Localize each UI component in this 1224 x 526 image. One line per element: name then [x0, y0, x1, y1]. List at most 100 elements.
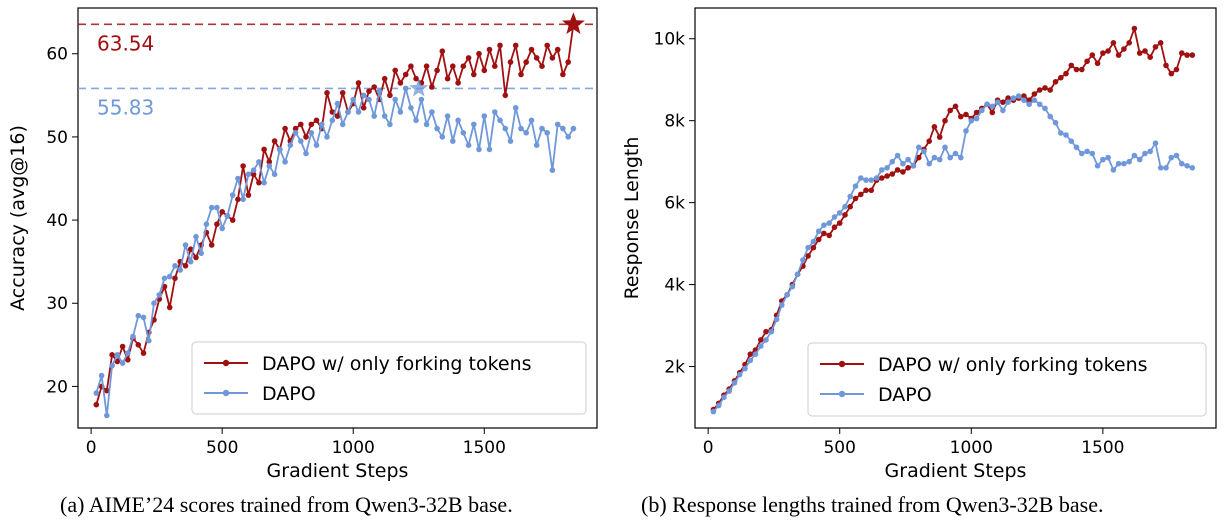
data-point: [392, 96, 399, 103]
data-point: [492, 63, 498, 69]
data-point: [858, 191, 864, 198]
chart-a: 0 500 1000 1500 20 30 40 50 60 Gradient Steps Accu…: [7, 7, 598, 482]
data-point: [1115, 52, 1122, 58]
data-point: [319, 121, 325, 128]
data-point: [989, 109, 996, 116]
data-point: [497, 117, 503, 124]
data-point: [245, 171, 252, 178]
data-point: [984, 101, 990, 108]
data-point: [114, 358, 121, 365]
data-point: [554, 121, 561, 128]
data-point: [135, 312, 142, 319]
data-point: [789, 283, 796, 290]
data-point: [1000, 99, 1006, 105]
data-point: [235, 196, 241, 203]
data-point: [146, 337, 152, 344]
data-point: [544, 42, 550, 49]
data-point: [968, 117, 975, 124]
data-point: [1021, 93, 1027, 99]
data-point: [1152, 44, 1159, 50]
data-point: [177, 267, 183, 273]
data-point: [423, 121, 430, 128]
data-point: [994, 99, 1001, 105]
data-point: [873, 175, 880, 181]
data-point: [214, 204, 220, 211]
data-point: [926, 138, 932, 144]
data-point: [721, 394, 727, 401]
data-point: [879, 175, 885, 181]
data-point: [1121, 46, 1127, 52]
x-tick-label: 1000: [332, 438, 375, 458]
data-point: [952, 103, 959, 110]
data-point: [366, 96, 372, 103]
data-point: [826, 220, 832, 226]
data-point: [842, 203, 848, 210]
data-point: [1021, 97, 1027, 103]
data-point: [1010, 95, 1017, 101]
data-point: [471, 71, 477, 78]
data-point: [140, 350, 147, 356]
data-point: [831, 214, 838, 220]
caption-b: (b) Response lengths trained from Qwen3-…: [641, 492, 1104, 517]
data-point: [1110, 167, 1117, 173]
data-point: [308, 121, 315, 128]
y-tick-label: 50: [46, 128, 68, 148]
data-point: [444, 113, 451, 119]
y-axis-label: Accuracy (avg@16): [7, 125, 29, 311]
data-point: [423, 63, 430, 69]
data-point: [345, 109, 351, 115]
data-point: [815, 236, 822, 243]
y-tick-label: 6k: [664, 194, 685, 214]
data-point: [879, 167, 885, 173]
x-tick-label: 0: [86, 438, 97, 458]
data-point: [1168, 70, 1175, 77]
data-point: [172, 263, 178, 269]
data-point: [528, 117, 535, 124]
data-point: [1068, 62, 1075, 69]
data-point: [852, 195, 859, 202]
data-point: [905, 165, 911, 171]
data-point: [450, 63, 456, 69]
data-point: [1089, 150, 1096, 157]
data-point: [549, 55, 556, 61]
data-point: [271, 138, 278, 144]
data-point: [135, 342, 142, 348]
data-point: [1163, 62, 1169, 69]
data-point: [936, 134, 943, 140]
data-point: [884, 173, 890, 179]
data-point: [1042, 85, 1048, 91]
data-point: [502, 125, 509, 132]
legend-label: DAPO w/ only forking tokens: [878, 354, 1148, 376]
x-axis-label: Gradient Steps: [885, 460, 1027, 482]
data-point: [371, 84, 378, 90]
data-point: [93, 390, 100, 396]
data-point: [450, 138, 456, 144]
data-point: [93, 401, 100, 408]
data-point: [360, 105, 367, 111]
data-point: [926, 160, 932, 167]
data-point: [224, 213, 231, 219]
data-point: [565, 134, 571, 140]
data-point: [1058, 130, 1064, 136]
data-point: [533, 142, 540, 148]
data-point: [989, 103, 996, 110]
data-point: [1184, 52, 1190, 58]
data-point: [1031, 91, 1038, 97]
data-point: [187, 258, 194, 265]
data-point: [805, 253, 811, 259]
data-point: [889, 158, 896, 165]
y-tick-label: 4k: [664, 276, 685, 296]
data-point: [1026, 97, 1032, 103]
data-point: [800, 257, 806, 263]
data-point: [1131, 25, 1138, 32]
x-tick-label: 1500: [463, 438, 506, 458]
legend-marker: [222, 359, 230, 367]
data-point: [773, 316, 780, 323]
data-point: [1079, 150, 1085, 157]
y-tick-label: 20: [46, 377, 68, 397]
legend-box: [191, 341, 587, 415]
data-point: [1152, 140, 1159, 146]
data-point: [187, 246, 194, 252]
data-point: [214, 221, 220, 227]
